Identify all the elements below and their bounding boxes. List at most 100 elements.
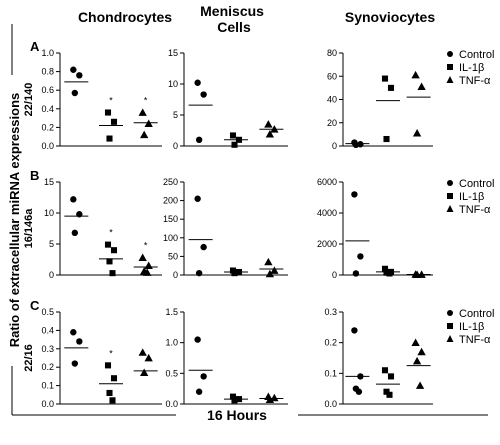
data-point-circle (194, 336, 201, 343)
data-point-triangle (144, 353, 153, 362)
y-tick-label: 2000 (317, 239, 337, 249)
data-point-square (109, 397, 116, 404)
significance-asterisk: * (109, 228, 113, 238)
data-point-square (386, 270, 393, 277)
y-tick-label: 0.3 (324, 307, 337, 317)
data-point-triangle (138, 253, 147, 261)
y-tick-label: 0.5 (41, 307, 54, 317)
data-point-triangle (415, 381, 425, 389)
data-point-square (110, 118, 118, 125)
y-tick-label: 1.0 (41, 48, 54, 58)
y-tick-label: 15 (168, 48, 178, 58)
y-tick-label: 4000 (317, 208, 337, 218)
col-title-chondrocytes: Chondrocytes (78, 9, 172, 25)
data-point-square (387, 84, 395, 91)
legend-marker-circle (447, 180, 453, 186)
data-point-square (383, 388, 390, 395)
legend-label: IL-1β (459, 321, 484, 333)
y-tick-label: 60 (327, 71, 337, 81)
y-tick-label: 0 (332, 270, 337, 280)
legend-label: TNF-α (459, 334, 491, 346)
y-tick-label: 0.8 (41, 67, 54, 77)
y-tick-label: 1.5 (165, 307, 178, 317)
data-point-square (387, 373, 395, 380)
y-tick-label: 250 (163, 177, 178, 187)
y-tick-label: 15 (44, 177, 54, 187)
y-tick-label: 20 (327, 118, 337, 128)
significance-asterisk: * (109, 348, 113, 358)
data-point-circle (355, 388, 363, 395)
y-tick-label: 0.0 (324, 399, 337, 409)
data-point-square (229, 393, 237, 400)
data-point-circle (70, 329, 77, 336)
data-point-triangle (417, 347, 426, 356)
data-point-square (109, 270, 116, 277)
data-point-square (104, 362, 112, 369)
data-point-circle (70, 66, 77, 73)
data-point-circle (195, 136, 203, 143)
legend-label: TNF-α (459, 204, 491, 216)
data-point-triangle (264, 120, 273, 128)
data-point-triangle (412, 129, 422, 137)
legend-marker-square (447, 323, 453, 329)
significance-asterisk: * (144, 241, 148, 251)
data-point-square (231, 397, 238, 404)
panel-letter: A (30, 39, 40, 54)
y-tick-label: 0.3 (41, 344, 54, 354)
y-tick-label: 0.4 (41, 104, 54, 114)
y-tick-label: 10 (168, 79, 178, 89)
data-point-square (104, 109, 112, 116)
y-tick-label: 5 (49, 239, 54, 249)
data-point-circle (70, 196, 77, 203)
col-title-synoviocytes: Synoviocytes (345, 9, 435, 25)
legend-marker-triangle (446, 205, 454, 212)
legend-label: IL-1β (459, 191, 484, 203)
y-tick-label: 0.4 (41, 325, 54, 335)
overall-xlabel: 16 Hours (207, 407, 267, 423)
data-point-triangle (265, 269, 275, 278)
data-point-triangle (265, 395, 275, 404)
legend-label: Control (459, 308, 494, 320)
legend-marker-triangle (446, 76, 454, 83)
panel-letter: C (30, 298, 40, 313)
y-tick-label: 200 (163, 196, 178, 206)
data-point-triangle (140, 130, 149, 139)
y-tick-label: 0.0 (41, 399, 54, 409)
data-point-triangle (270, 393, 279, 402)
y-tick-label: 5 (173, 110, 178, 120)
y-tick-label: 0.1 (324, 368, 337, 378)
data-point-square (381, 265, 389, 272)
data-point-square (381, 75, 389, 82)
y-tick-label: 0 (173, 270, 178, 280)
data-point-circle (200, 243, 207, 251)
data-point-triangle (143, 268, 152, 276)
data-point-triangle (144, 261, 153, 270)
data-point-square (383, 135, 390, 143)
y-tick-label: 0 (332, 141, 337, 151)
legend-marker-square (447, 193, 453, 199)
y-tick-label: 1.0 (165, 338, 178, 348)
data-point-square (386, 391, 393, 398)
legend-marker-triangle (446, 335, 454, 342)
y-tick-label: 10 (44, 208, 54, 218)
y-tick-label: 40 (327, 95, 337, 105)
y-tick-label: 100 (163, 233, 178, 243)
data-point-circle (71, 89, 79, 97)
legend-label: IL-1β (459, 62, 484, 74)
y-tick-label: 80 (327, 48, 337, 58)
data-point-square (231, 270, 238, 277)
y-tick-label: 0.6 (41, 85, 54, 95)
data-point-circle (194, 195, 201, 202)
data-point-circle (352, 141, 360, 149)
overall-ylabel: Ratio of extracellular miRNA expressions (7, 93, 22, 348)
col-title-meniscus: Meniscus Cells (200, 3, 268, 35)
data-point-circle (71, 360, 79, 367)
data-point-triangle (265, 130, 275, 138)
y-tick-label: 150 (163, 214, 178, 224)
y-tick-label: 0.1 (41, 381, 54, 391)
legends: ControlIL-1βTNF-αControlIL-1βTNF-αContro… (446, 49, 494, 346)
legend-label: Control (459, 49, 494, 61)
